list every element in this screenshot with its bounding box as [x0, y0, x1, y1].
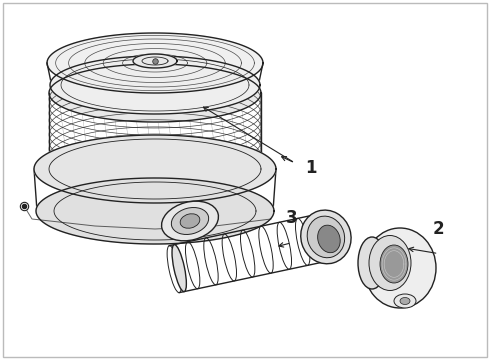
Text: 1: 1	[305, 159, 317, 177]
Polygon shape	[49, 64, 261, 122]
Ellipse shape	[318, 225, 340, 253]
Ellipse shape	[172, 244, 186, 292]
Polygon shape	[47, 33, 263, 93]
Ellipse shape	[380, 245, 408, 283]
Polygon shape	[36, 178, 274, 244]
Ellipse shape	[394, 294, 416, 308]
Ellipse shape	[307, 216, 344, 258]
Text: 2: 2	[433, 220, 444, 238]
Ellipse shape	[400, 297, 410, 305]
Ellipse shape	[369, 235, 411, 291]
Polygon shape	[34, 135, 276, 203]
Text: 3: 3	[286, 209, 297, 227]
Ellipse shape	[172, 207, 209, 234]
Ellipse shape	[162, 201, 219, 241]
Ellipse shape	[301, 210, 351, 264]
Ellipse shape	[364, 228, 436, 308]
Polygon shape	[49, 136, 261, 194]
Ellipse shape	[180, 214, 200, 228]
Polygon shape	[133, 54, 177, 68]
Ellipse shape	[358, 237, 386, 289]
Polygon shape	[50, 56, 260, 114]
